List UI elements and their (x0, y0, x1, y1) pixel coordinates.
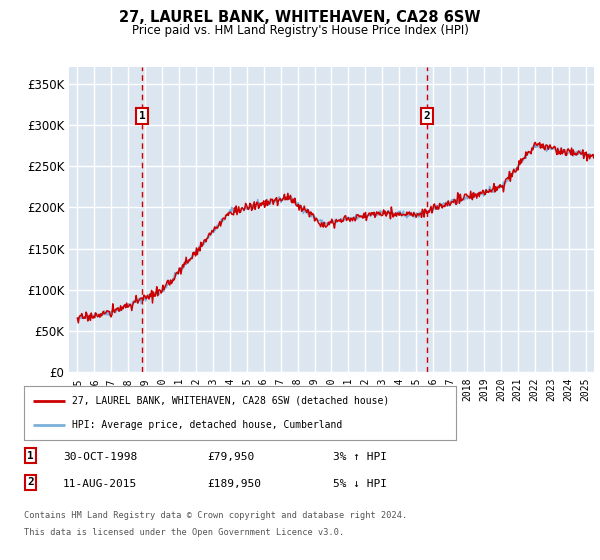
Text: £189,950: £189,950 (207, 479, 261, 489)
Text: 30-OCT-1998: 30-OCT-1998 (63, 452, 137, 463)
Text: HPI: Average price, detached house, Cumberland: HPI: Average price, detached house, Cumb… (71, 420, 342, 430)
Text: 3% ↑ HPI: 3% ↑ HPI (333, 452, 387, 463)
Text: 2: 2 (424, 111, 430, 121)
Text: 2: 2 (27, 477, 34, 487)
Text: 27, LAUREL BANK, WHITEHAVEN, CA28 6SW (detached house): 27, LAUREL BANK, WHITEHAVEN, CA28 6SW (d… (71, 396, 389, 406)
Text: This data is licensed under the Open Government Licence v3.0.: This data is licensed under the Open Gov… (24, 528, 344, 536)
Text: 1: 1 (27, 451, 34, 461)
Text: 11-AUG-2015: 11-AUG-2015 (63, 479, 137, 489)
Text: 1: 1 (139, 111, 146, 121)
Text: Contains HM Land Registry data © Crown copyright and database right 2024.: Contains HM Land Registry data © Crown c… (24, 511, 407, 520)
Text: 27, LAUREL BANK, WHITEHAVEN, CA28 6SW: 27, LAUREL BANK, WHITEHAVEN, CA28 6SW (119, 10, 481, 25)
Text: £79,950: £79,950 (207, 452, 254, 463)
Text: Price paid vs. HM Land Registry's House Price Index (HPI): Price paid vs. HM Land Registry's House … (131, 24, 469, 36)
Text: 5% ↓ HPI: 5% ↓ HPI (333, 479, 387, 489)
